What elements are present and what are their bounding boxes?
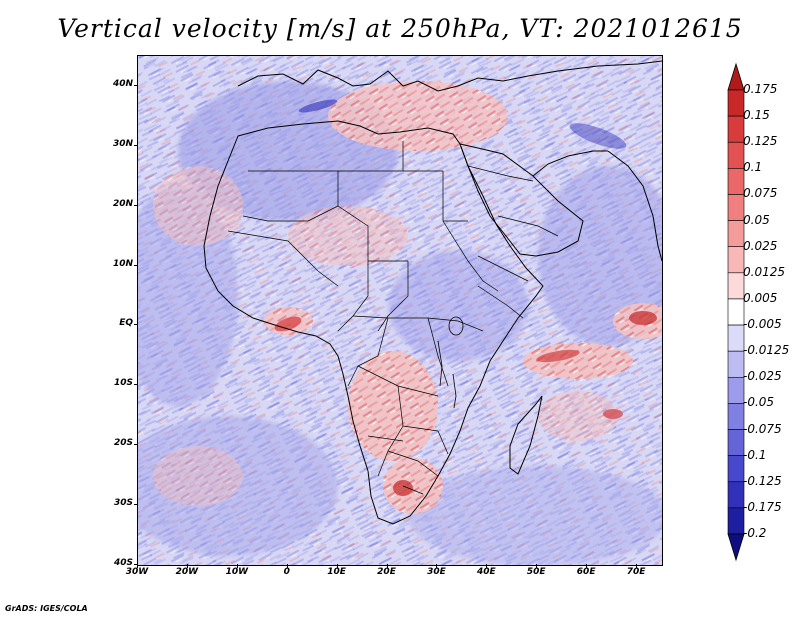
colorbar-max-arrow bbox=[727, 62, 745, 91]
lon-label-70e: 70E bbox=[626, 567, 646, 577]
country-borders bbox=[227, 141, 559, 495]
lat-tick bbox=[134, 384, 138, 386]
lon-label-20w: 20W bbox=[175, 567, 199, 577]
lat-tick bbox=[134, 144, 138, 146]
lat-tick bbox=[134, 444, 138, 446]
colorbar-label: -0.125 bbox=[743, 473, 782, 488]
colorbar-box bbox=[727, 403, 745, 430]
colorbar-label: -0.025 bbox=[743, 369, 782, 384]
colorbar-box bbox=[727, 89, 745, 117]
lat-tick bbox=[134, 564, 138, 565]
lon-tick bbox=[386, 564, 388, 568]
gulf-coast bbox=[532, 150, 608, 177]
lat-label-40n: 40N bbox=[112, 78, 133, 89]
lon-label-10w: 10W bbox=[225, 567, 249, 577]
lon-label-30w: 30W bbox=[125, 567, 149, 577]
lon-tick bbox=[586, 564, 588, 568]
colorbar-box bbox=[727, 194, 745, 221]
lon-label-20e: 20E bbox=[377, 567, 396, 577]
india-coast bbox=[607, 150, 662, 262]
colorbar-box bbox=[727, 298, 745, 326]
lat-label-30n: 30N bbox=[112, 138, 133, 149]
colorbar bbox=[727, 62, 745, 562]
colorbar-label: 0.0125 bbox=[743, 264, 785, 279]
lakes bbox=[437, 316, 464, 409]
lon-tick bbox=[436, 564, 438, 568]
lon-label-50e: 50E bbox=[526, 567, 546, 577]
colorbar-label: 0.125 bbox=[743, 134, 778, 149]
lat-label-10s: 10S bbox=[113, 378, 133, 389]
colorbar-box bbox=[727, 141, 745, 169]
lon-tick bbox=[186, 564, 188, 568]
lon-tick bbox=[486, 564, 488, 568]
strong-cores bbox=[274, 99, 657, 496]
lat-label-30s: 30S bbox=[113, 498, 133, 509]
colorbar-box bbox=[727, 350, 745, 378]
lat-tick bbox=[134, 264, 138, 266]
lon-label-40e: 40E bbox=[476, 567, 496, 577]
lon-tick bbox=[137, 564, 138, 568]
madagascar-outline bbox=[509, 395, 543, 475]
colorbar-label: 0.175 bbox=[743, 82, 778, 96]
colorbar-label: -0.075 bbox=[743, 421, 782, 436]
lon-tick bbox=[636, 564, 638, 568]
lon-tick bbox=[336, 564, 338, 568]
colorbar-min-arrow bbox=[727, 533, 745, 562]
colorbar-box bbox=[727, 246, 745, 274]
colorbar-box bbox=[727, 507, 745, 535]
lake-malawi bbox=[452, 373, 457, 409]
grads-credit: GrADS: IGES/COLA bbox=[5, 604, 88, 613]
colorbar-label: -0.175 bbox=[743, 499, 782, 514]
velocity-field-map bbox=[138, 56, 662, 565]
colorbar-box bbox=[727, 429, 745, 456]
colorbar-label: -0.005 bbox=[743, 317, 782, 332]
colorbar-box bbox=[727, 455, 745, 483]
lon-label-0: 0 bbox=[283, 567, 290, 577]
lon-label-30e: 30E bbox=[427, 567, 446, 577]
lon-label-10e: 10E bbox=[327, 567, 346, 577]
arabia-outline bbox=[459, 143, 584, 257]
lat-tick bbox=[134, 324, 138, 326]
colorbar-label: -0.2 bbox=[743, 526, 767, 540]
lat-label-10n: 10N bbox=[112, 258, 133, 269]
colorbar-box bbox=[727, 168, 745, 195]
lat-label-20n: 20N bbox=[112, 198, 133, 209]
lat-label-40s: 40S bbox=[113, 558, 133, 568]
colorbar-label: 0.15 bbox=[743, 108, 770, 123]
colorbar-label: 0.005 bbox=[743, 290, 778, 305]
lon-label-60e: 60E bbox=[576, 567, 596, 577]
europe-coast bbox=[237, 60, 662, 92]
figure-title: Vertical velocity [m/s] at 250hPa, VT: 2… bbox=[57, 14, 743, 43]
colorbar-label: -0.05 bbox=[743, 395, 775, 410]
lat-label-20s: 20S bbox=[113, 438, 133, 449]
colorbar-label: 0.05 bbox=[743, 212, 770, 227]
lon-tick bbox=[236, 564, 238, 568]
lat-tick bbox=[134, 204, 138, 206]
map-panel bbox=[137, 55, 663, 566]
lake-tanganyika bbox=[437, 340, 443, 387]
colorbar-label: 0.1 bbox=[743, 160, 763, 175]
colorbar-box bbox=[727, 115, 745, 143]
lat-label-eq: EQ bbox=[119, 318, 133, 329]
lon-tick bbox=[286, 564, 288, 568]
colorbar-label: 0.025 bbox=[743, 238, 778, 253]
colorbar-box bbox=[727, 376, 745, 404]
colorbar-box bbox=[727, 324, 745, 352]
lat-tick bbox=[134, 504, 138, 506]
lat-tick bbox=[134, 84, 138, 86]
lake-victoria bbox=[448, 316, 464, 336]
colorbar-box bbox=[727, 272, 745, 300]
colorbar-box bbox=[727, 481, 745, 509]
colorbar-label: -0.0125 bbox=[743, 343, 790, 358]
colorbar-box bbox=[727, 220, 745, 248]
colorbar-label: 0.075 bbox=[743, 186, 778, 201]
colorbar-label: -0.1 bbox=[743, 447, 767, 462]
lon-tick bbox=[536, 564, 538, 568]
